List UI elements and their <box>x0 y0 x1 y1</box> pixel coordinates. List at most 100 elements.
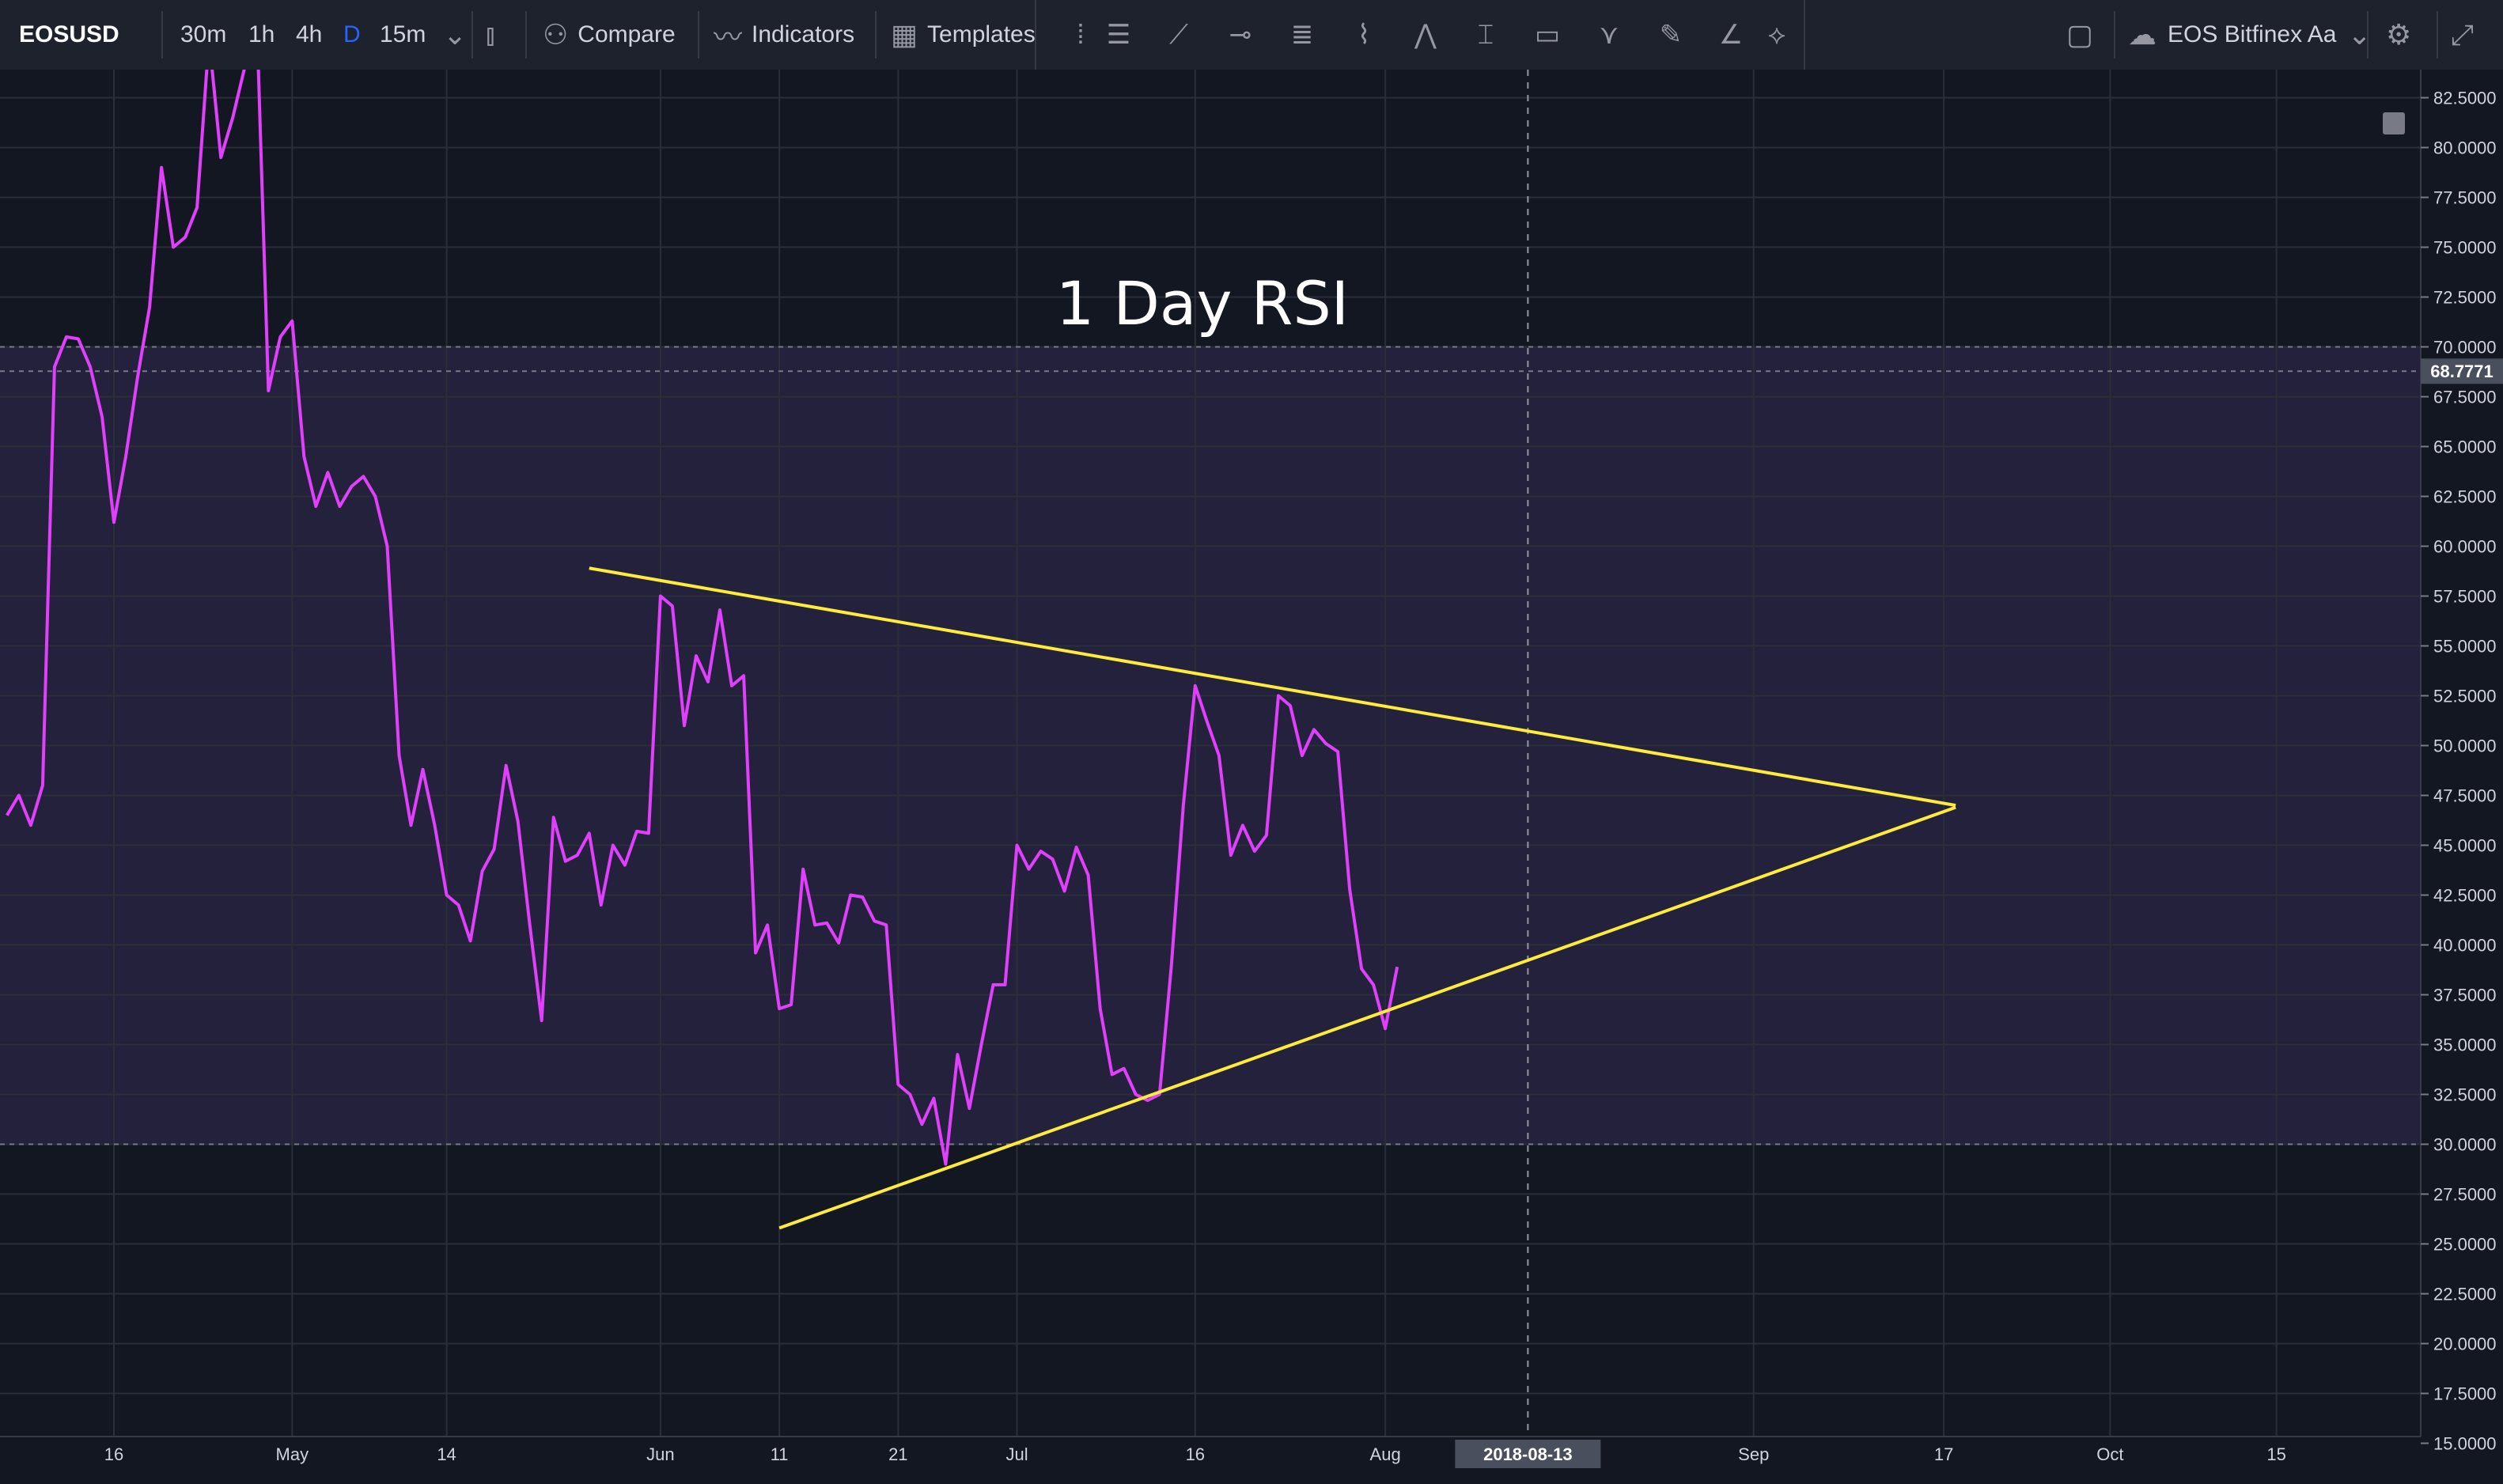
rsi-series-line <box>6 70 1399 1166</box>
toolbar-divider <box>471 11 473 59</box>
price-tick-label: 15.0000 <box>2433 1434 2497 1454</box>
time-tick-label: Jul <box>1005 1444 1028 1464</box>
exchange-selector[interactable]: ☁ EOS Bitfinex Aa ⌄ <box>2128 0 2372 70</box>
templates-label: Templates <box>927 21 1036 47</box>
drag-handle-icon[interactable]: ⁞ <box>1077 19 1085 50</box>
exchange-label: EOS Bitfinex Aa <box>2168 21 2337 47</box>
price-tick-label: 35.0000 <box>2433 1035 2497 1055</box>
time-tick-label: 11 <box>771 1444 789 1464</box>
toolbar-divider <box>2437 11 2438 59</box>
time-tick-label: May <box>276 1444 309 1464</box>
price-tick-label: 77.5000 <box>2433 188 2497 208</box>
templates-icon: ▦ <box>891 18 918 51</box>
time-tick-label: Aug <box>1370 1444 1401 1464</box>
interval-4h[interactable]: 4h <box>296 21 323 47</box>
price-tick-label: 47.5000 <box>2433 786 2497 806</box>
crosshair-date-label: 2018-08-13 <box>1483 1444 1573 1464</box>
interval-15m[interactable]: 15m <box>380 21 426 47</box>
interval-30m[interactable]: 30m <box>180 21 227 47</box>
time-tick-label: 16 <box>1186 1444 1205 1464</box>
price-tick-label: 27.5000 <box>2433 1185 2497 1205</box>
price-tick-label: 80.0000 <box>2433 138 2497 158</box>
time-tick-label: 21 <box>888 1444 907 1464</box>
rectangle-icon[interactable]: ▭ <box>1534 20 1561 50</box>
grid-lines <box>0 70 2421 1444</box>
gear-icon[interactable]: ⚙ <box>2386 18 2412 51</box>
price-tick-label: 65.0000 <box>2433 437 2497 457</box>
price-tick-label: 40.0000 <box>2433 936 2497 956</box>
text-cursor-icon[interactable]: ⌶ <box>1477 19 1494 50</box>
candlestick-icon[interactable]: ⫾ <box>486 17 495 51</box>
rsi-chart[interactable]: 1 Day RSI 85.000082.500080.000077.500075… <box>0 70 2503 1484</box>
last-value-label: 68.7771 <box>2430 362 2494 381</box>
price-tick-label: 45.0000 <box>2433 836 2497 856</box>
crosshair-date-badge <box>1455 1440 1601 1468</box>
price-tick-label: 42.5000 <box>2433 886 2497 906</box>
price-tick-label: 30.0000 <box>2433 1135 2497 1155</box>
price-tick-label: 60.0000 <box>2433 537 2497 557</box>
chart-title: 1 Day RSI <box>1056 268 1349 339</box>
pattern-icon[interactable]: ⋀ <box>1414 20 1437 50</box>
price-scale-menu-icon[interactable] <box>2383 112 2405 134</box>
time-tick-label: Jun <box>646 1444 674 1464</box>
price-tick-label: 57.5000 <box>2433 587 2497 607</box>
price-tick-label: 82.5000 <box>2433 89 2497 108</box>
price-tick-label: 50.0000 <box>2433 736 2497 756</box>
price-tick-label: 52.5000 <box>2433 687 2497 706</box>
lower-trendline[interactable] <box>778 805 1956 1230</box>
interval-1h[interactable]: 1h <box>248 21 275 47</box>
compare-label: Compare <box>577 21 676 47</box>
indicators-label: Indicators <box>752 21 855 47</box>
price-tick-label: 22.5000 <box>2433 1285 2497 1304</box>
abcd-pattern-icon[interactable]: ⋎ <box>1599 20 1619 50</box>
price-tick-label: 20.0000 <box>2433 1334 2497 1354</box>
price-tick-label: 72.5000 <box>2433 288 2497 308</box>
horizontal-lines-icon[interactable]: ☰ <box>1106 20 1131 50</box>
drawing-toolbar: ⁞ ☰ ⟋ ⊸ ≣ ⌇ ⋀ ⌶ ▭ ⋎ ✎ ∠ ⟡ <box>1035 0 1805 70</box>
trend-line-icon[interactable]: ⟋ <box>1169 19 1188 50</box>
price-tick-label: 70.0000 <box>2433 338 2497 358</box>
upper-trendline[interactable] <box>589 566 1956 808</box>
time-tick-label: Oct <box>2096 1444 2123 1464</box>
toolbar-divider <box>161 11 163 59</box>
price-axis-panel[interactable] <box>2421 70 2503 1484</box>
measure-icon[interactable]: ⟡ <box>1767 19 1786 50</box>
time-tick-label: 14 <box>437 1444 456 1464</box>
toolbar-divider <box>2367 11 2369 59</box>
time-tick-label: Sep <box>1738 1444 1769 1464</box>
time-tick-label: 16 <box>104 1444 123 1464</box>
angle-icon[interactable]: ∠ <box>1718 20 1744 50</box>
last-value-badge <box>2421 358 2503 384</box>
wave-pattern-icon[interactable]: ⌇ <box>1357 20 1371 50</box>
compare-icon: ⚇ <box>543 18 569 51</box>
price-axis-ticks: 85.000082.500080.000077.500075.000072.50… <box>2421 89 2497 1484</box>
price-tick-label: 75.0000 <box>2433 238 2497 258</box>
toolbar-divider <box>698 11 699 59</box>
horizontal-ray-icon[interactable]: ⊸ <box>1229 20 1252 50</box>
toolbar-divider <box>525 11 527 59</box>
fullscreen-icon[interactable]: ⤢ <box>2451 17 2474 51</box>
toolbar-divider <box>2114 11 2115 59</box>
price-tick-label: 62.5000 <box>2433 487 2497 507</box>
price-tick-label: 32.5000 <box>2433 1085 2497 1105</box>
symbol-label[interactable]: EOSUSD <box>19 21 119 47</box>
cloud-icon: ☁ <box>2128 18 2157 51</box>
time-tick-label: 17 <box>1934 1444 1953 1464</box>
interval-d[interactable]: D <box>343 21 361 47</box>
price-tick-label: 25.0000 <box>2433 1235 2497 1255</box>
price-tick-label: 67.5000 <box>2433 388 2497 407</box>
templates-button[interactable]: ▦ Templates <box>891 0 1036 70</box>
time-tick-label: 15 <box>2266 1444 2285 1464</box>
time-axis-panel[interactable] <box>0 1437 2421 1484</box>
time-axis-ticks: 16 May 14 Jun 11 21 Jul 16 Aug Sep 17 Oct 15 <box>104 1444 2286 1464</box>
price-tick-label: 55.0000 <box>2433 637 2497 657</box>
chevron-down-icon[interactable]: ⌄ <box>443 18 468 51</box>
screenshot-frame-icon[interactable]: ▢ <box>2066 18 2094 51</box>
indicators-button[interactable]: 〰 Indicators <box>714 0 854 70</box>
indicators-icon: 〰 <box>714 21 743 53</box>
compare-button[interactable]: ⚇ Compare <box>543 0 676 70</box>
fib-retracement-icon[interactable]: ≣ <box>1290 20 1314 50</box>
price-tick-label: 17.5000 <box>2433 1384 2497 1404</box>
price-tick-label: 37.5000 <box>2433 986 2497 1005</box>
brush-icon[interactable]: ✎ <box>1659 20 1683 50</box>
